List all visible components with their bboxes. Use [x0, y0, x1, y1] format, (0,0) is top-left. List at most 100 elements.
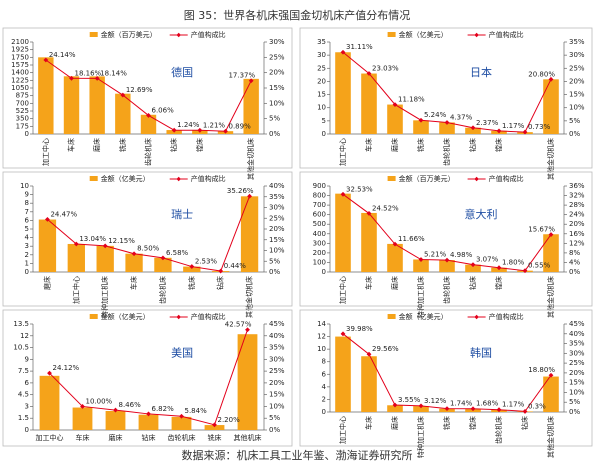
legend-label: 产值构成比: [489, 30, 524, 39]
bar: [361, 212, 377, 272]
y2-tick-label: 32%: [569, 192, 585, 200]
x-tick-label: 其他金切机床: [245, 276, 254, 318]
x-tick-label: 加工中心: [36, 433, 64, 442]
data-label: 6.82%: [152, 405, 175, 413]
y2-tick-label: 40%: [269, 182, 285, 190]
legend-marker: [474, 32, 479, 38]
y2-tick-label: 40%: [269, 332, 285, 340]
y-tick-label: 200: [313, 249, 326, 257]
line-point: [223, 128, 228, 134]
region-label: 美国: [171, 347, 193, 360]
y-tick-label: 3: [25, 242, 29, 250]
bar: [183, 266, 201, 272]
y2-tick-label: 8%: [569, 249, 580, 257]
region-label: 韩国: [470, 346, 492, 360]
y2-tick-label: 0%: [569, 268, 580, 276]
region-label: 日本: [470, 65, 492, 79]
line-point: [470, 262, 476, 268]
y-tick-label: 700: [16, 99, 29, 107]
bar: [140, 114, 157, 134]
y2-tick-label: 5%: [569, 117, 580, 125]
x-tick-label: 钻床: [142, 433, 156, 442]
y-tick-label: 1575: [11, 61, 29, 69]
data-label: 18.80%: [528, 366, 555, 374]
x-tick-label: 磨床: [42, 276, 51, 290]
x-tick-label: 齿轮机床: [442, 276, 451, 304]
x-tick-label: 钻床: [468, 138, 477, 152]
y2-tick-label: 0%: [269, 426, 280, 434]
y2-tick-label: 20%: [269, 225, 285, 233]
data-label: 18.14%: [100, 69, 127, 77]
line-point: [189, 264, 195, 269]
y2-tick-label: 15%: [269, 391, 285, 399]
y-tick-label: 9: [25, 355, 29, 363]
bar: [335, 52, 351, 134]
y-tick-label: 4.5: [18, 391, 29, 399]
bar: [387, 405, 403, 412]
data-label: 29.56%: [372, 345, 399, 353]
data-label: 1.17%: [502, 122, 525, 130]
y-tick-label: 4: [25, 234, 30, 242]
y-tick-label: 35: [317, 38, 326, 46]
y-tick-label: 4: [322, 383, 327, 391]
y-tick-label: 525: [16, 107, 29, 115]
data-label: 3.55%: [398, 396, 421, 404]
legend-swatch: [387, 176, 396, 181]
y-tick-label: 400: [313, 230, 326, 238]
data-label: 5.84%: [185, 407, 208, 415]
y-tick-label: 10: [317, 345, 326, 353]
line-point: [340, 331, 346, 337]
legend-label: 产值构成比: [191, 174, 226, 183]
data-label: 32.53%: [346, 185, 373, 193]
y-tick-label: 1400: [11, 69, 29, 77]
line-point: [366, 211, 372, 216]
y-tick-label: 0: [25, 426, 29, 434]
data-label: 3.07%: [476, 256, 499, 264]
bar: [361, 356, 377, 412]
y-tick-label: 0: [25, 130, 29, 138]
bar: [115, 93, 131, 134]
data-label: 31.11%: [346, 43, 373, 51]
legend-swatch: [89, 176, 98, 181]
y-tick-label: 1: [25, 259, 29, 267]
legend-swatch: [89, 32, 98, 37]
y-tick-label: 3: [25, 402, 29, 410]
y2-tick-label: 20%: [269, 379, 285, 387]
bar: [138, 414, 159, 430]
x-tick-label: 特种加工机床: [416, 276, 425, 318]
y-tick-label: 8: [25, 199, 29, 207]
y-tick-label: 20: [317, 77, 326, 85]
data-label: 2.20%: [218, 416, 241, 424]
y-tick-label: 900: [313, 182, 326, 190]
line-point: [179, 413, 184, 419]
y-tick-label: 30: [317, 51, 326, 59]
y-tick-label: 6: [25, 379, 30, 387]
y-tick-label: 2100: [11, 38, 29, 46]
line-point: [392, 241, 398, 247]
line-point: [197, 127, 203, 133]
line: [47, 196, 251, 272]
line-point: [470, 406, 476, 412]
line-point: [218, 268, 224, 274]
data-label: 1.21%: [203, 121, 226, 129]
data-label: 42.57%: [225, 321, 252, 329]
y-tick-label: 1.5: [18, 414, 29, 422]
bar: [67, 243, 85, 272]
legend-marker: [474, 176, 479, 182]
x-tick-label: 加工中心: [338, 138, 347, 166]
y2-tick-label: 0%: [569, 408, 580, 416]
legend-label: 金额（亿美元）: [399, 312, 448, 321]
x-tick-label: 车床: [67, 138, 76, 152]
data-label: 11.66%: [398, 235, 425, 243]
x-tick-label: 铣床: [187, 276, 196, 290]
y2-tick-label: 0%: [269, 268, 280, 276]
bar: [335, 193, 351, 272]
line-point: [94, 75, 100, 81]
line-point: [247, 193, 252, 199]
y-tick-label: 12: [317, 333, 326, 341]
y2-tick-label: 0%: [269, 130, 280, 138]
data-label: 13.04%: [79, 235, 106, 243]
y2-tick-label: 4%: [569, 258, 580, 266]
y2-tick-label: 20%: [269, 69, 285, 77]
x-tick-label: 齿轮机床: [442, 138, 451, 166]
